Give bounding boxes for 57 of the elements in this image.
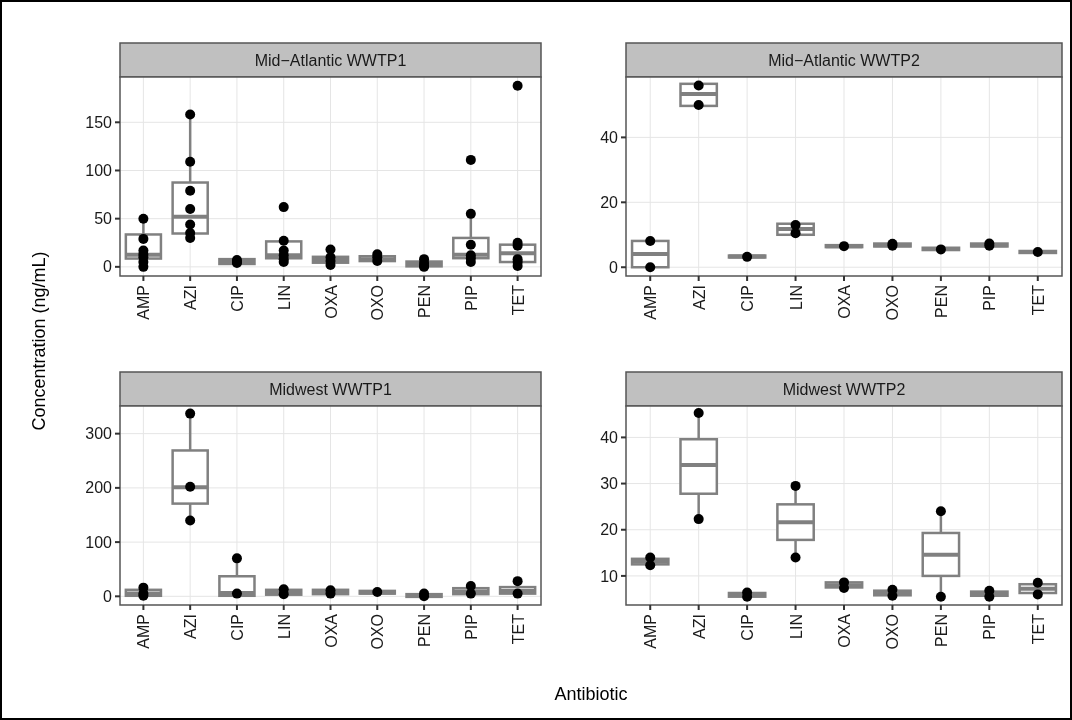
x-tick-label: TET	[1029, 613, 1047, 645]
chart-title: Midwest WWTP2	[782, 381, 906, 398]
y-tick-label: 150	[85, 113, 113, 131]
x-tick-label: CIP	[228, 614, 246, 641]
y-tick-label: 30	[600, 475, 619, 493]
x-tick-label: OXO	[369, 285, 387, 321]
x-tick-label: AMP	[642, 285, 660, 320]
x-tick-label: PEN	[416, 285, 434, 318]
x-tick-label: AZI	[690, 285, 708, 310]
y-tick-label: 100	[85, 162, 113, 180]
x-tick-label: OXA	[322, 284, 340, 319]
y-tick-label: 40	[600, 128, 619, 146]
chart-title: Midwest WWTP1	[269, 381, 392, 398]
y-tick-label: 0	[609, 258, 619, 276]
x-tick-label: LIN	[275, 614, 293, 639]
x-tick-label: AMP	[642, 614, 660, 649]
x-tick-label: AMP	[135, 614, 153, 649]
x-tick-label: TET	[509, 284, 527, 316]
x-tick-label: LIN	[787, 614, 805, 639]
x-tick-label: AZI	[182, 614, 200, 639]
x-tick-label: CIP	[739, 614, 757, 641]
x-tick-label: PEN	[932, 285, 950, 318]
x-tick-label: PIP	[462, 614, 480, 640]
y-tick-label: 40	[600, 429, 619, 446]
y-tick-label: 100	[85, 533, 113, 551]
x-tick-label: OXO	[369, 614, 387, 650]
x-tick-label: AZI	[182, 285, 200, 310]
y-axis-title: Concentration (ng/mL)	[29, 251, 49, 431]
x-tick-label: CIP	[228, 285, 246, 312]
y-tick-label: 50	[94, 210, 113, 228]
y-tick-label: 10	[600, 567, 619, 585]
x-tick-label: OXA	[836, 613, 853, 648]
x-tick-label: TET	[509, 613, 527, 645]
y-tick-label: 0	[103, 587, 113, 605]
x-tick-label: PIP	[462, 285, 480, 311]
x-tick-label: OXO	[884, 285, 902, 321]
x-tick-label: PEN	[932, 614, 950, 647]
x-tick-label: AMP	[135, 285, 153, 320]
y-tick-label: 0	[103, 258, 113, 276]
x-tick-label: LIN	[275, 285, 293, 310]
x-tick-label: PEN	[416, 614, 434, 647]
y-tick-label: 20	[600, 193, 619, 211]
x-tick-label: OXA	[322, 613, 340, 648]
x-tick-label: PIP	[981, 285, 999, 311]
y-tick-label: 300	[85, 425, 113, 443]
y-tick-label: 200	[85, 479, 113, 497]
x-tick-label: LIN	[787, 285, 805, 310]
chart-title: Mid−Atlantic WWTP2	[768, 52, 920, 69]
x-tick-label: PIP	[981, 614, 999, 640]
x-tick-label: OXA	[836, 284, 853, 319]
chart-title: Mid−Atlantic WWTP1	[254, 52, 407, 69]
x-tick-label: OXO	[884, 614, 902, 650]
y-tick-label: 20	[600, 521, 619, 539]
x-tick-label: CIP	[739, 285, 757, 312]
x-tick-label: AZI	[690, 614, 708, 639]
x-tick-label: TET	[1029, 284, 1047, 316]
x-axis-title: Antibiotic	[554, 684, 628, 704]
